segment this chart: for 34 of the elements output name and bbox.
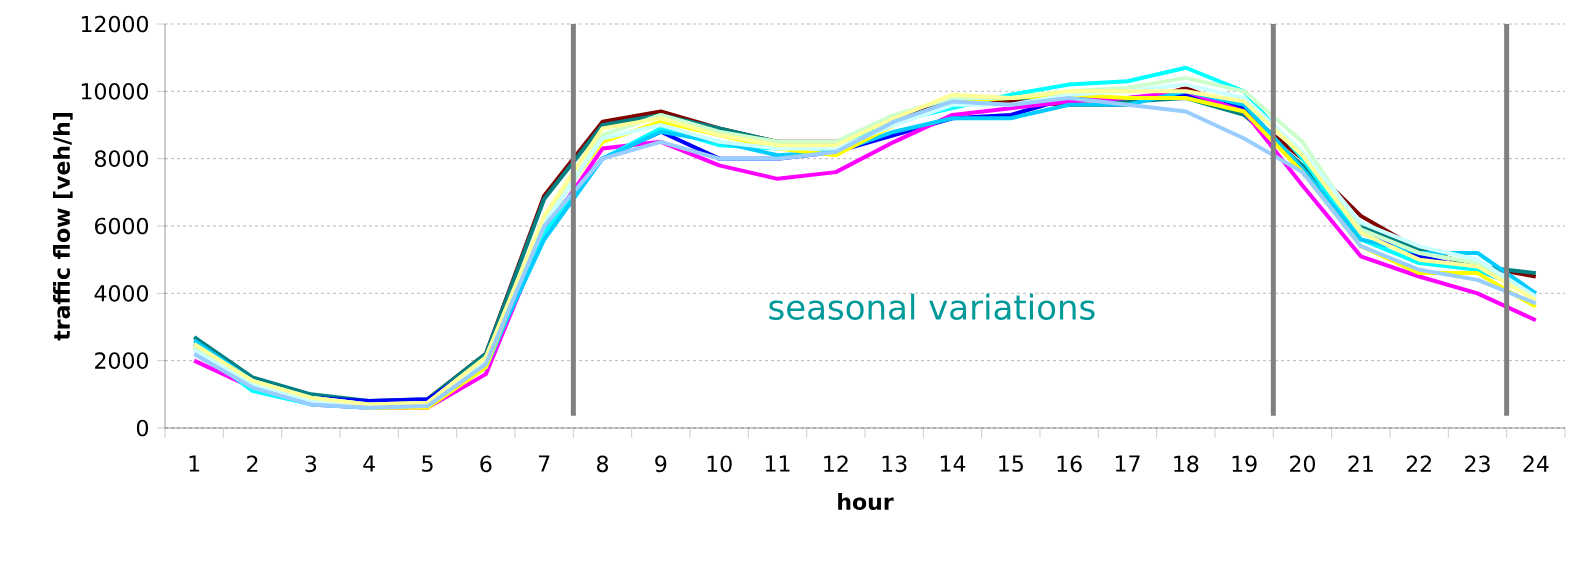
x-tick-label: 21 xyxy=(1348,455,1373,472)
y-tick-label: 8000 xyxy=(94,150,148,167)
x-tick-label: 11 xyxy=(765,455,790,472)
x-tick-label: 9 xyxy=(655,455,667,473)
x-tick-label: 14 xyxy=(940,455,966,472)
y-tick-label: 0 xyxy=(136,419,149,437)
x-tick-label: 1 xyxy=(189,455,200,472)
x-tick-label: 18 xyxy=(1174,455,1199,473)
y-tick-label: 4000 xyxy=(94,285,148,302)
y-axis-title: traffic flow [veh/h] xyxy=(53,113,73,341)
x-tick-label: 23 xyxy=(1465,455,1490,473)
x-tick-label: 5 xyxy=(422,455,433,472)
x-tick-label: 22 xyxy=(1406,455,1431,472)
x-tick-label: 8 xyxy=(597,455,609,473)
x-tick-label: 24 xyxy=(1523,455,1549,472)
x-tick-label: 16 xyxy=(1057,455,1082,473)
y-tick-label: 10000 xyxy=(81,83,148,100)
x-tick-label: 12 xyxy=(824,455,848,472)
x-tick-label: 7 xyxy=(538,455,550,472)
y-tick-label: 12000 xyxy=(81,15,148,33)
x-tick-label: 13 xyxy=(882,455,907,473)
x-tick-label: 17 xyxy=(1115,455,1140,472)
x-tick-label: 20 xyxy=(1290,455,1316,473)
x-tick-label: 19 xyxy=(1232,455,1257,473)
x-tick-label: 6 xyxy=(480,455,492,473)
y-tick-label: 6000 xyxy=(95,217,148,235)
y-tick-label: 2000 xyxy=(95,352,148,369)
x-axis-title: hour xyxy=(838,493,894,511)
x-tick-label: 4 xyxy=(363,455,375,472)
x-tick-label: 3 xyxy=(305,455,317,473)
x-tick-label: 2 xyxy=(247,455,258,472)
x-tick-label: 10 xyxy=(707,455,732,473)
x-tick-label: 15 xyxy=(999,455,1023,472)
annotation: seasonal variations xyxy=(769,293,1095,320)
